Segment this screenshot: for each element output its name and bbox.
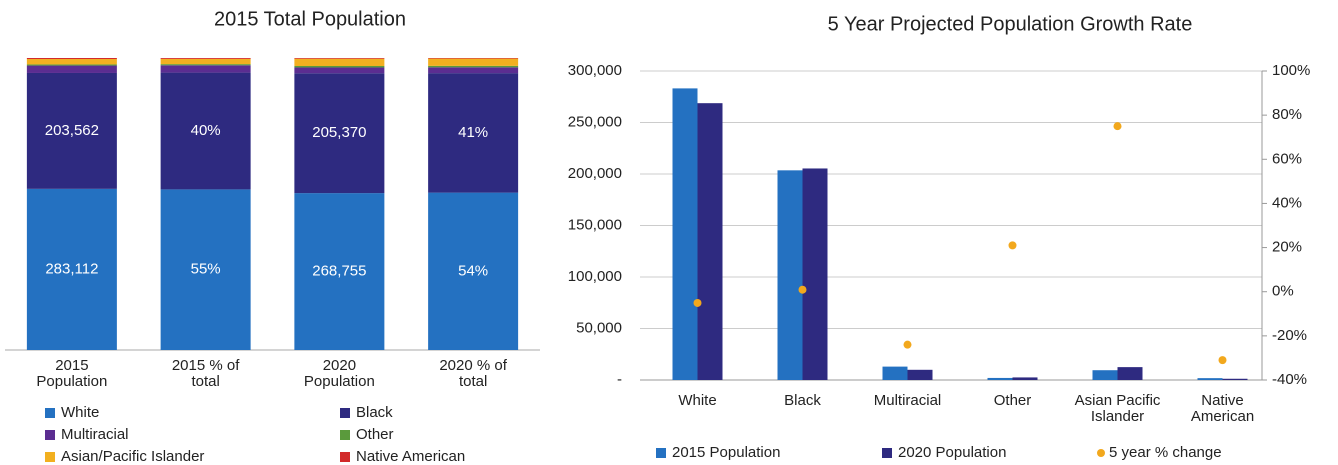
bar-segment	[294, 58, 385, 59]
bar-segment	[428, 58, 519, 59]
bar-segment	[428, 65, 519, 68]
x-tick-label: Black	[784, 392, 821, 409]
x-tick-label: Native American	[1190, 392, 1255, 425]
point	[798, 285, 807, 294]
bar	[1197, 378, 1223, 380]
x-tick-label: Asian Pacific Islander	[1074, 392, 1161, 425]
legend-marker	[882, 448, 892, 458]
data-label: 203,562	[45, 122, 99, 139]
x-tick-label: 2015 % of total	[171, 357, 240, 390]
bar-segment	[428, 192, 519, 350]
legend-label: Asian/Pacific Islander	[61, 448, 204, 465]
bar	[907, 369, 933, 380]
bar-segment	[428, 73, 519, 193]
bar	[882, 366, 908, 380]
y2-tick-label: -20%	[1272, 327, 1307, 344]
legend-marker	[340, 430, 350, 440]
bar-segment	[160, 72, 251, 190]
legend-label: 2020 Population	[898, 444, 1006, 461]
bar-segment	[294, 73, 385, 194]
y-tick-label: 50,000	[576, 319, 622, 336]
y-tick-label: -	[617, 371, 622, 388]
bar-segment	[294, 58, 385, 66]
bar-segment	[160, 58, 251, 65]
point	[1218, 356, 1227, 365]
chart-title: 5 Year Projected Population Growth Rate	[828, 13, 1193, 35]
bar-segment	[428, 67, 519, 74]
bar	[1117, 367, 1143, 380]
data-label: 205,370	[312, 124, 366, 141]
point	[903, 340, 912, 349]
y-tick-label: 150,000	[568, 216, 622, 233]
data-label: 54%	[458, 262, 488, 279]
bar-segment	[294, 67, 385, 74]
legend-marker	[340, 452, 350, 462]
x-tick-label: Other	[993, 392, 1032, 409]
y2-tick-label: 20%	[1272, 239, 1302, 256]
bar-segment	[26, 188, 117, 350]
legend-label: Multiracial	[61, 426, 129, 443]
data-label: 283,112	[45, 260, 98, 277]
legend-marker	[45, 430, 55, 440]
legend-marker	[45, 452, 55, 462]
chart-title: 2015 Total Population	[214, 8, 406, 30]
y-tick-label: 100,000	[568, 268, 622, 285]
point	[693, 298, 702, 307]
bar	[672, 88, 698, 380]
bar-segment	[160, 58, 251, 59]
bar	[697, 103, 723, 381]
bar-segment	[428, 58, 519, 66]
x-tick-label: White	[678, 392, 717, 409]
y2-tick-label: -40%	[1272, 371, 1307, 388]
y2-tick-label: 80%	[1272, 106, 1302, 123]
x-tick-label: 2020 Population	[303, 357, 375, 390]
y2-tick-label: 0%	[1272, 283, 1294, 300]
bar	[987, 377, 1013, 380]
legend-marker	[656, 448, 666, 458]
data-label: 55%	[191, 261, 221, 278]
point	[1113, 122, 1122, 131]
bar-segment	[26, 65, 117, 73]
x-tick-label: 2015 Population	[36, 357, 108, 390]
y2-tick-label: 40%	[1272, 194, 1302, 211]
bar-segment	[160, 64, 251, 66]
legend-marker	[45, 408, 55, 418]
legend-label: White	[61, 404, 99, 421]
y-tick-label: 250,000	[568, 113, 622, 130]
legend-marker	[340, 408, 350, 418]
legend-label: 5 year % change	[1109, 444, 1222, 461]
data-label: 40%	[191, 122, 221, 139]
bar-segment	[26, 64, 117, 66]
bar-segment	[160, 65, 251, 73]
bar	[1012, 377, 1038, 380]
x-tick-label: Multiracial	[873, 392, 942, 409]
bar-segment	[294, 193, 385, 350]
legend-label: Black	[356, 404, 393, 421]
bar-segment	[26, 58, 117, 60]
y-tick-label: 200,000	[568, 165, 622, 182]
bar-segment	[26, 72, 117, 189]
bar	[1222, 378, 1248, 380]
legend-marker	[1097, 449, 1105, 457]
bar	[1092, 370, 1118, 380]
bar-segment	[26, 59, 117, 65]
bar	[802, 168, 828, 380]
bar-segment	[160, 189, 251, 350]
y2-tick-label: 60%	[1272, 150, 1302, 167]
bar	[777, 170, 803, 380]
point	[1008, 241, 1017, 250]
data-label: 268,755	[312, 263, 366, 280]
legend-label: Native American	[356, 448, 465, 465]
legend-label: 2015 Population	[672, 444, 780, 461]
x-tick-label: 2020 % of total	[439, 357, 507, 390]
bar-segment	[294, 65, 385, 68]
y-tick-label: 300,000	[568, 62, 622, 79]
data-label: 41%	[458, 124, 488, 141]
y2-tick-label: 100%	[1272, 62, 1310, 79]
legend-label: Other	[356, 426, 394, 443]
